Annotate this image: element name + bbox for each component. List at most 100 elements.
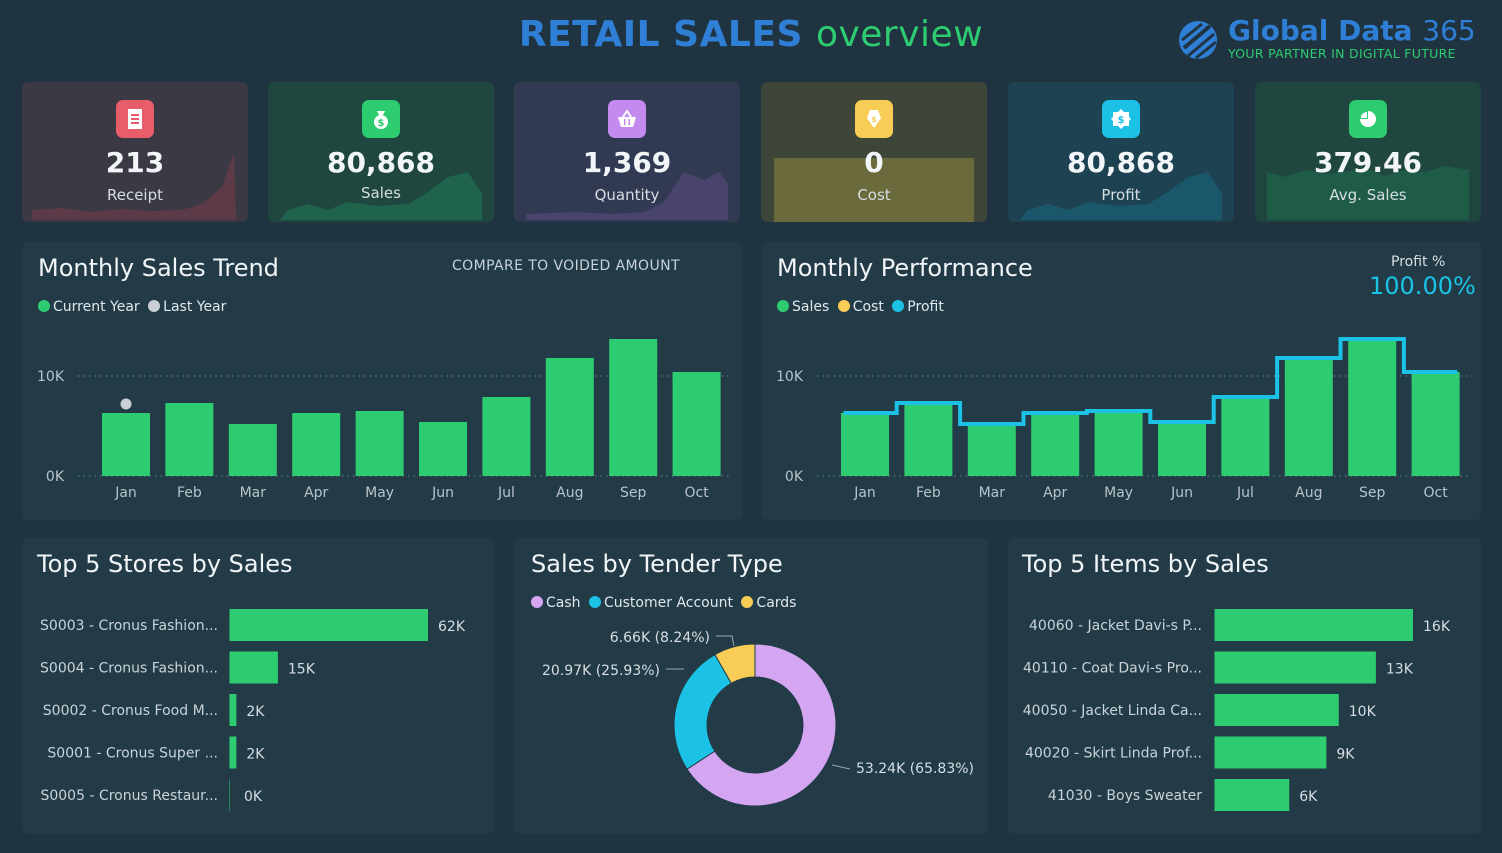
y-tick-label: 0K (46, 469, 65, 485)
items-chart: 40060 - Jacket Davi-s P... 16K 40110 - Coa… (1023, 609, 1451, 811)
bar-jun (419, 422, 467, 476)
legend-label: Profit (907, 299, 944, 315)
bar (1215, 609, 1413, 641)
logo-name-main: Global Data (1228, 14, 1413, 47)
legend-label: Cards (756, 595, 797, 611)
category-label: 41030 - Boys Sweater (1048, 788, 1202, 804)
legend-label: Current Year (53, 299, 140, 315)
x-tick-label: Apr (1043, 485, 1067, 501)
bar-mar (967, 424, 1016, 476)
data-label: 0K (244, 789, 263, 805)
data-label: 10K (1349, 704, 1377, 720)
leader-line (716, 635, 735, 647)
category-label: S0005 - Cronus Restaur... (40, 788, 218, 804)
data-label: 53.24K (65.83%) (856, 761, 974, 777)
kpi-value: 0 (864, 146, 884, 179)
x-tick-label: Oct (1423, 485, 1448, 501)
legend-label: Last Year (163, 299, 227, 315)
kpi-card-receipt[interactable]: 213 Receipt (22, 82, 248, 222)
kpi-card-cost[interactable]: $ 0 Cost (761, 82, 987, 222)
bar-jan (102, 413, 150, 476)
x-tick-label: Sep (1359, 485, 1386, 501)
kpi-card-quantity[interactable]: 1,369 Quantity (514, 82, 740, 222)
data-label: 13K (1386, 662, 1414, 678)
x-tick-label: Mar (240, 485, 267, 501)
bar-jul (1221, 397, 1270, 476)
sparkline (1020, 172, 1222, 220)
bar (230, 651, 278, 684)
legend-item-sales[interactable]: Sales (777, 299, 829, 315)
kpi-label: Sales (361, 184, 401, 202)
profit-step-line (843, 337, 1458, 426)
data-label: 62K (438, 619, 466, 635)
kpi-label: Cost (857, 186, 891, 204)
y-tick-label: 10K (37, 369, 65, 385)
legend-label: Sales (792, 299, 830, 315)
y-tick-label: 0K (785, 469, 804, 485)
legend-label: Cash (546, 595, 581, 611)
kpi-card-avg-sales[interactable]: 379.46 Avg. Sales (1255, 82, 1481, 222)
logo-name: Global Data 365 (1228, 14, 1476, 47)
kpi-card-sales[interactable]: $ 80,868 Sales (268, 82, 494, 222)
sparkline (280, 172, 482, 220)
donut-slice-cash (686, 643, 837, 807)
panel-monthly-sales-trend: Monthly Sales Trend COMPARE TO VOIDED AM… (22, 242, 742, 520)
basket-icon (608, 100, 646, 138)
bar-oct (1411, 372, 1460, 476)
panel-title: Monthly Sales Trend (38, 254, 279, 282)
bar-jan (841, 413, 889, 476)
legend-item-profit[interactable]: Profit (892, 299, 944, 315)
kpi-label: Profit (1101, 186, 1141, 204)
sparkline (774, 158, 974, 222)
compare-voided-toggle[interactable]: COMPARE TO VOIDED AMOUNT (452, 258, 680, 274)
legend-item-cost[interactable]: Cost (837, 299, 884, 315)
legend-item-last-year[interactable]: Last Year (148, 299, 226, 315)
x-tick-label: Jan (853, 485, 876, 501)
bar-jul (482, 397, 531, 476)
x-tick-label: Jun (431, 485, 454, 501)
panel-top-stores: Top 5 Stores by Sales S0003 - Cronus Fas… (22, 538, 494, 834)
chart-legend: Sales Cost Profit (777, 299, 948, 315)
data-label: 6K (1299, 789, 1318, 805)
kpi-value: 80,868 (1066, 146, 1176, 179)
category-label: S0004 - Cronus Fashion... (40, 661, 218, 677)
kpi-card-profit[interactable]: $ 80,868 Profit (1008, 82, 1234, 222)
bar-sep (1348, 339, 1397, 476)
x-tick-label: Apr (304, 485, 328, 501)
category-label: 40110 - Coat Davi-s Pro... (1023, 661, 1202, 677)
chart-legend: Current Year Last Year (38, 299, 230, 315)
price-tag-icon: $ (855, 100, 893, 138)
svg-text:$: $ (378, 118, 385, 129)
x-tick-label: May (365, 485, 394, 501)
bar-aug (545, 358, 594, 476)
bar-oct (672, 372, 721, 476)
bar-apr (1031, 413, 1080, 476)
trend-chart: 10K 0K Jan Feb Mar Apr May Jun Jul Aug Sep Oct (37, 339, 732, 501)
legend-item-customer-account[interactable]: Customer Account (588, 595, 733, 611)
bar (230, 609, 428, 641)
logo-tagline: YOUR PARTNER IN DIGITAL FUTURE (1228, 46, 1456, 61)
kpi-label: Receipt (106, 186, 164, 204)
kpi-value: 80,868 (326, 146, 436, 179)
x-tick-label: Aug (556, 485, 583, 501)
category-label: 40020 - Skirt Linda Prof... (1025, 746, 1202, 762)
leader-line (831, 764, 851, 770)
bar-aug (1284, 358, 1333, 476)
bar-sep (609, 339, 658, 476)
donut-slice-cards (714, 643, 756, 684)
x-tick-label: Feb (177, 485, 202, 501)
x-tick-label: Jun (1170, 485, 1193, 501)
kpi-label: Avg. Sales (1329, 186, 1407, 204)
category-label: S0003 - Cronus Fashion... (40, 618, 218, 634)
legend-item-current-year[interactable]: Current Year (38, 299, 140, 315)
panel-title: Top 5 Stores by Sales (37, 550, 293, 578)
data-label: 20.97K (25.93%) (542, 663, 660, 679)
legend-item-cash[interactable]: Cash (531, 595, 581, 611)
category-label: S0001 - Cronus Super ... (47, 746, 218, 762)
x-tick-label: Mar (979, 485, 1006, 501)
page-title: RETAIL SALES overview (0, 14, 1502, 55)
profit-pct-label: Profit % (1391, 254, 1446, 270)
panel-title: Top 5 Items by Sales (1022, 550, 1269, 578)
legend-item-cards[interactable]: Cards (741, 595, 796, 611)
